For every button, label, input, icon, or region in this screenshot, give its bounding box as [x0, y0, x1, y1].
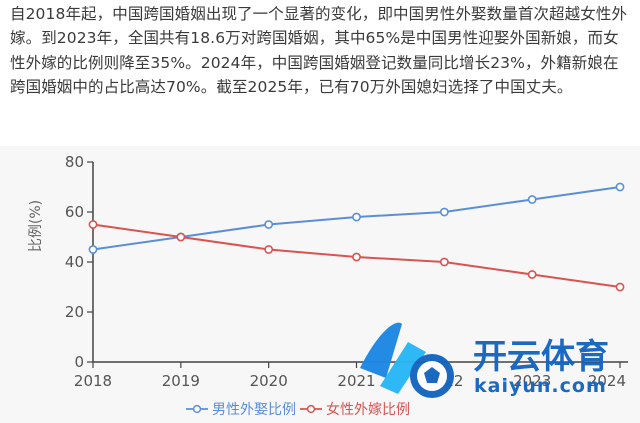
data-point	[352, 252, 361, 262]
data-point	[88, 220, 98, 229]
y-tick-label: 40	[65, 253, 84, 271]
data-point	[352, 212, 361, 222]
data-point	[264, 220, 274, 229]
logo-k-stroke	[360, 322, 402, 378]
legend-label: 女性外嫁比例	[326, 401, 410, 418]
x-tick-label: 2024	[588, 372, 626, 390]
logo-k-arm	[380, 342, 426, 394]
watermark-brand-cn: 开云体育	[473, 337, 609, 377]
data-point	[615, 282, 625, 292]
data-point	[439, 257, 449, 267]
data-point	[439, 207, 449, 217]
article-paragraph: 自2018年起，中国跨国婚姻出现了一个显著的变化，即中国男性外娶数量首次超越女性…	[10, 5, 628, 97]
x-tick-label: 2018	[74, 372, 112, 390]
y-tick-label: 80	[65, 153, 84, 171]
data-point	[88, 245, 98, 254]
x-tick-label: 2023	[513, 372, 551, 390]
legend-marker	[192, 404, 202, 414]
chart-series	[88, 182, 625, 292]
watermark-brand-url: kaiyun.com	[474, 375, 607, 397]
x-tick-label: 2019	[162, 372, 200, 390]
data-point	[527, 270, 537, 279]
data-point	[176, 232, 186, 242]
legend-label: 男性外娶比例	[212, 402, 296, 418]
x-tick-label: 2020	[250, 372, 288, 390]
y-tick-label: 60	[65, 203, 84, 221]
y-tick-labels: 0 20 40 60 80	[65, 153, 93, 371]
data-point	[527, 195, 537, 204]
chart-legend: 男性外娶比例 女性外嫁比例	[186, 401, 410, 418]
kaiyun-logo-watermark: 开云体育 kaiyun.com	[360, 322, 609, 398]
y-tick-label: 0	[74, 353, 84, 371]
data-point	[615, 182, 625, 192]
y-axis-label: 比例(%)	[28, 200, 44, 252]
legend-marker	[306, 404, 316, 414]
y-tick-label: 20	[65, 303, 84, 321]
data-point	[264, 245, 274, 254]
x-tick-labels: 2018201920202021202220232024	[74, 362, 626, 390]
x-tick-label: 2021	[337, 372, 375, 390]
chart-axes	[92, 162, 628, 363]
